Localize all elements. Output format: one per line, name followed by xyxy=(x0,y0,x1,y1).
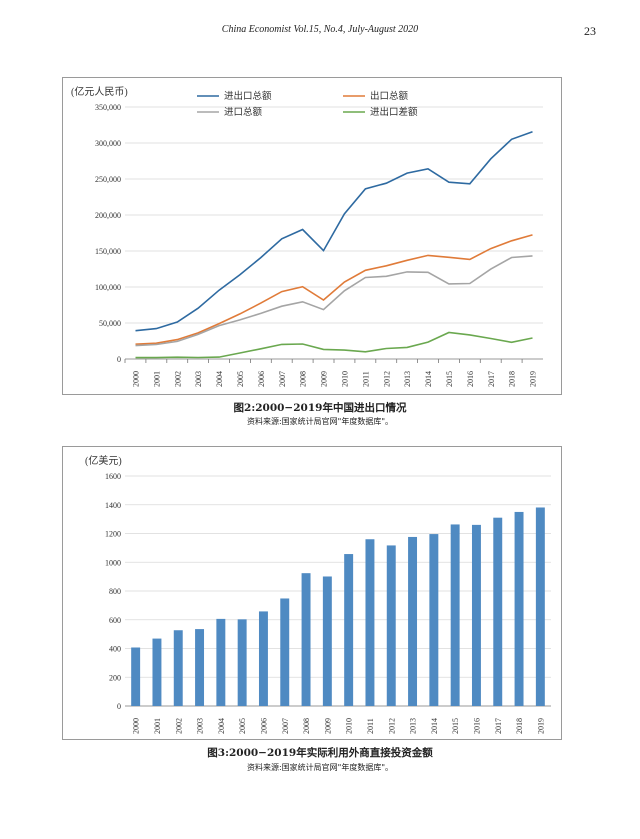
x-tick-label: 2002 xyxy=(173,371,182,387)
bar-2019 xyxy=(535,507,545,706)
series-line-3 xyxy=(135,255,533,347)
x-tick-label: 2005 xyxy=(238,718,247,734)
x-tick-label: 2001 xyxy=(153,718,162,734)
bar-2008 xyxy=(301,573,311,706)
x-tick-label: 2014 xyxy=(424,371,433,387)
y-tick-label: 50,000 xyxy=(99,319,121,328)
y-tick-label: 200 xyxy=(109,673,121,682)
y-tick-label: 400 xyxy=(109,645,121,654)
fdi-bar-chart: (亿美元) 0 200 400 600 800 1000 1200 1400 1600 2000 20… xyxy=(85,454,551,734)
x-tick-label: 2014 xyxy=(430,718,439,734)
x-tick-label: 2015 xyxy=(451,718,460,734)
x-tick-label: 2016 xyxy=(466,371,475,387)
figure-2-source: 资料来源:国家统计局官网"年度数据库"。 xyxy=(246,417,394,426)
x-tick-label: 2013 xyxy=(403,371,412,387)
y-tick-label: 300,000 xyxy=(95,139,121,148)
page-number: 23 xyxy=(584,24,596,38)
bar-2011 xyxy=(365,539,375,706)
x-tick-label: 2009 xyxy=(320,371,329,387)
bar-2003 xyxy=(195,629,205,706)
x-tick-label: 2017 xyxy=(487,371,496,387)
x-tick-label: 2010 xyxy=(345,718,354,734)
running-header: China Economist Vol.15, No.4, July-Augus… xyxy=(0,20,640,40)
bar-2013 xyxy=(408,536,418,706)
y-unit-label: (亿美元) xyxy=(85,454,122,467)
x-tick-label: 2019 xyxy=(536,718,545,734)
bar-2005 xyxy=(237,619,247,706)
bar-2018 xyxy=(514,511,524,706)
x-tick-label: 2006 xyxy=(257,371,266,387)
x-tick-label: 2004 xyxy=(215,371,224,387)
x-tick-label: 2004 xyxy=(217,718,226,734)
x-tick-label: 2006 xyxy=(259,718,268,734)
figure-3-source: 资料来源:国家统计局官网"年度数据库"。 xyxy=(246,763,394,772)
y-tick-label: 0 xyxy=(117,355,121,364)
bar-2015 xyxy=(450,524,460,706)
figure-2-caption: 图2:2000−2019年中国进出口情况 xyxy=(233,402,407,414)
bar-2001 xyxy=(152,638,162,706)
legend-label: 进出口总额 xyxy=(224,90,272,102)
x-tick-label: 2019 xyxy=(529,371,538,387)
y-tick-label: 350,000 xyxy=(95,103,121,112)
y-tick-label: 1400 xyxy=(105,501,121,510)
x-tick-label: 2000 xyxy=(132,718,141,734)
bar-2006 xyxy=(258,611,268,706)
x-tick-label: 2015 xyxy=(445,371,454,387)
x-tick-label: 2013 xyxy=(409,718,418,734)
x-tick-label: 2007 xyxy=(281,718,290,734)
y-tick-label: 1000 xyxy=(105,558,121,567)
bar-2017 xyxy=(493,517,503,706)
y-tick-label: 800 xyxy=(109,587,121,596)
x-tick-label: 2007 xyxy=(278,371,287,387)
legend-label: 进出口差额 xyxy=(370,106,418,118)
bar-2002 xyxy=(173,630,183,706)
figure-fdi-bar-chart: (亿美元) 0 200 400 600 800 1000 1200 1400 1600 2000 20… xyxy=(62,446,562,740)
journal-title: China Economist Vol.15, No.4, July-Augus… xyxy=(221,24,419,35)
x-tick-label: 2016 xyxy=(472,718,481,734)
bar-2010 xyxy=(344,554,354,706)
x-tick-label: 2000 xyxy=(131,371,140,387)
y-tick-label: 1200 xyxy=(105,530,121,539)
y-unit-label: (亿元人民币) xyxy=(71,85,128,98)
y-tick-label: 1600 xyxy=(105,472,121,481)
x-tick-label: 2012 xyxy=(387,718,396,734)
y-tick-label: 0 xyxy=(117,702,121,711)
bar-2014 xyxy=(429,534,439,706)
bar-2000 xyxy=(131,647,141,706)
bar-2009 xyxy=(322,576,332,706)
x-tick-label: 2005 xyxy=(236,371,245,387)
x-tick-label: 2011 xyxy=(366,718,375,734)
x-tick-label: 2010 xyxy=(340,371,349,387)
bar-2007 xyxy=(280,598,290,706)
figure-3-caption: 图3:2000−2019年实际利用外商直接投资金额 xyxy=(207,747,433,759)
x-tick-label: 2008 xyxy=(299,371,308,387)
figure-trade-line-chart: (亿元人民币) 0 50,000 100,000 150,000 200,000 250,0… xyxy=(62,77,562,395)
series-line-4 xyxy=(135,331,533,359)
series-line-2 xyxy=(135,234,533,345)
x-tick-label: 2001 xyxy=(152,371,161,387)
x-tick-label: 2003 xyxy=(194,371,203,387)
x-tick-label: 2018 xyxy=(515,718,524,734)
bar-2012 xyxy=(386,545,396,706)
x-tick-label: 2018 xyxy=(508,371,517,387)
x-tick-label: 2002 xyxy=(174,718,183,734)
bar-2004 xyxy=(216,618,226,706)
y-tick-label: 600 xyxy=(109,616,121,625)
x-tick-label: 2009 xyxy=(323,718,332,734)
y-tick-label: 150,000 xyxy=(95,247,121,256)
x-tick-label: 2011 xyxy=(361,371,370,387)
y-tick-label: 100,000 xyxy=(95,283,121,292)
trade-line-chart: (亿元人民币) 0 50,000 100,000 150,000 200,000 250,0… xyxy=(71,85,543,387)
legend-label: 出口总额 xyxy=(370,90,409,102)
x-tick-label: 2003 xyxy=(196,718,205,734)
x-tick-label: 2008 xyxy=(302,718,311,734)
x-tick-label: 2012 xyxy=(382,371,391,387)
legend-label: 进口总额 xyxy=(224,106,263,118)
y-tick-label: 250,000 xyxy=(95,175,121,184)
y-tick-label: 200,000 xyxy=(95,211,121,220)
series-line-1 xyxy=(135,131,533,332)
x-tick-label: 2017 xyxy=(494,718,503,734)
bar-2016 xyxy=(471,524,481,706)
